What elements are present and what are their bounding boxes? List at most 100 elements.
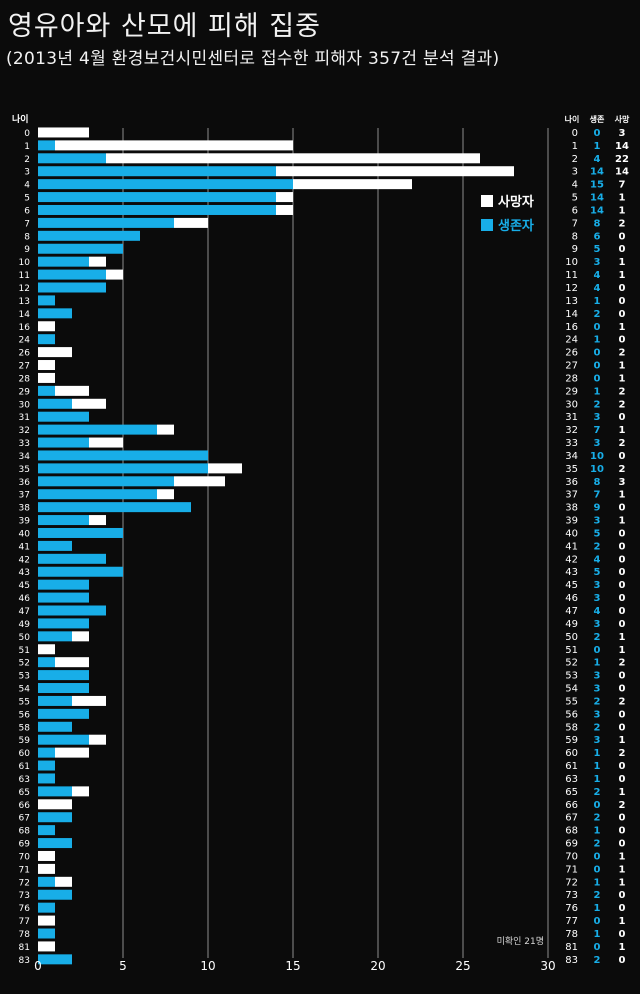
bar-survived	[38, 683, 89, 694]
table-cell-survived: 15	[590, 180, 604, 191]
table-cell-dead: 2	[619, 386, 626, 397]
table-cell-dead: 2	[619, 218, 626, 229]
y-tick-label: 46	[19, 594, 31, 604]
table-cell-survived: 1	[594, 903, 601, 914]
bar-survived	[38, 734, 89, 745]
table-cell-dead: 2	[619, 464, 626, 475]
table-cell-survived: 3	[594, 257, 601, 268]
table-cell-age: 16	[565, 322, 578, 333]
y-axis-title: 나이	[12, 113, 29, 125]
table-cell-survived: 3	[594, 619, 601, 630]
bar-dead	[276, 204, 293, 215]
y-tick-label: 40	[19, 529, 31, 539]
y-tick-label: 54	[19, 685, 31, 695]
table-cell-survived: 4	[594, 154, 601, 165]
table-cell-survived: 0	[594, 851, 601, 862]
bar-dead	[38, 347, 72, 358]
bar-survived	[38, 204, 276, 215]
table-cell-survived: 7	[594, 425, 601, 436]
bar-survived	[38, 334, 55, 345]
bar-survived	[38, 385, 55, 396]
table-cell-survived: 1	[594, 748, 601, 759]
table-cell-dead: 0	[619, 813, 626, 824]
table-cell-dead: 0	[619, 283, 626, 294]
y-tick-label: 67	[19, 814, 30, 824]
table-cell-survived: 1	[594, 386, 601, 397]
table-cell-dead: 7	[619, 180, 626, 191]
bar-survived	[38, 812, 72, 823]
table-cell-dead: 0	[619, 528, 626, 539]
y-tick-label: 9	[24, 245, 30, 255]
y-tick-label: 70	[19, 852, 31, 862]
y-tick-label: 63	[19, 775, 30, 785]
y-tick-label: 51	[19, 646, 30, 656]
table-cell-age: 68	[565, 826, 578, 837]
legend-label: 생존자	[498, 219, 534, 234]
table-cell-age: 71	[565, 864, 578, 875]
table-cell-survived: 3	[594, 516, 601, 527]
bar-dead	[72, 786, 89, 797]
table-cell-dead: 2	[619, 658, 626, 669]
y-tick-label: 8	[24, 232, 30, 242]
bar-dead	[89, 515, 106, 526]
y-tick-label: 13	[19, 297, 30, 307]
table-cell-survived: 1	[594, 296, 601, 307]
table-cell-dead: 1	[619, 322, 626, 333]
table-cell-dead: 0	[619, 890, 626, 901]
table-cell-survived: 1	[594, 774, 601, 785]
y-tick-label: 30	[19, 400, 31, 410]
table-cell-dead: 0	[619, 606, 626, 617]
y-tick-label: 45	[19, 581, 30, 591]
bar-dead	[89, 256, 106, 267]
table-cell-age: 7	[572, 218, 578, 229]
table-cell-survived: 3	[594, 593, 601, 604]
bar-dead	[38, 863, 55, 874]
y-tick-label: 24	[19, 336, 31, 346]
table-cell-dead: 1	[619, 193, 626, 204]
table-cell-age: 58	[565, 722, 578, 733]
y-tick-label: 52	[19, 659, 30, 669]
bar-survived	[38, 721, 72, 732]
table-cell-survived: 3	[594, 438, 601, 449]
table-cell-age: 83	[565, 955, 578, 966]
bar-dead	[55, 747, 89, 758]
table-cell-dead: 1	[619, 864, 626, 875]
table-cell-dead: 0	[619, 761, 626, 772]
table-cell-age: 46	[565, 593, 578, 604]
bar-dead	[72, 398, 106, 409]
bar-dead	[174, 476, 225, 487]
table-cell-dead: 0	[619, 231, 626, 242]
y-tick-label: 36	[19, 478, 31, 488]
table-cell-survived: 5	[594, 567, 601, 578]
table-cell-survived: 0	[594, 348, 601, 359]
table-cell-survived: 2	[594, 787, 601, 798]
table-cell-age: 55	[565, 696, 578, 707]
y-tick-label: 58	[19, 723, 31, 733]
table-cell-dead: 1	[619, 851, 626, 862]
table-cell-survived: 14	[590, 167, 604, 178]
bar-dead	[38, 360, 55, 371]
bar-dead	[38, 850, 55, 861]
bar-survived	[38, 618, 89, 629]
table-cell-dead: 0	[619, 244, 626, 255]
bar-dead	[157, 489, 174, 500]
table-cell-age: 54	[565, 684, 578, 695]
table-cell-dead: 0	[619, 709, 626, 720]
table-cell-dead: 1	[619, 916, 626, 927]
bar-survived	[38, 398, 72, 409]
x-tick-label: 5	[119, 959, 127, 973]
table-cell-dead: 0	[619, 593, 626, 604]
bar-survived	[38, 463, 208, 474]
bar-dead	[55, 140, 293, 151]
table-cell-age: 45	[565, 580, 578, 591]
x-tick-label: 0	[34, 959, 42, 973]
table-cell-age: 53	[565, 671, 578, 682]
table-cell-dead: 14	[615, 141, 629, 152]
bar-survived	[38, 269, 106, 280]
table-cell-dead: 0	[619, 580, 626, 591]
bar-survived	[38, 256, 89, 267]
bar-survived	[38, 166, 276, 177]
table-cell-dead: 0	[619, 554, 626, 565]
table-cell-dead: 1	[619, 270, 626, 281]
